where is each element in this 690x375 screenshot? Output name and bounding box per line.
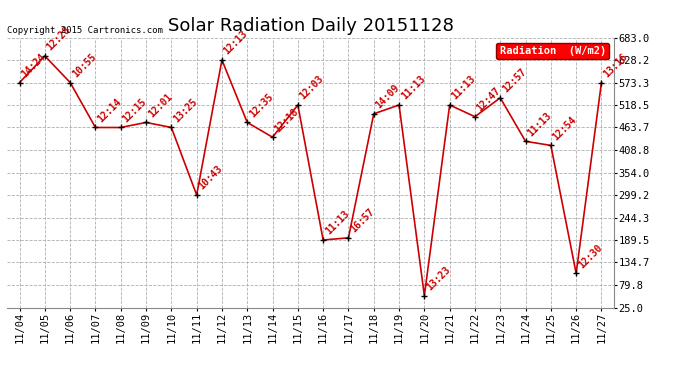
Text: 11:13: 11:13	[526, 110, 553, 138]
Text: 14:24: 14:24	[19, 51, 48, 79]
Text: 11:13: 11:13	[450, 74, 477, 102]
Text: 13:16: 13:16	[602, 51, 629, 79]
Text: 12:03: 12:03	[298, 74, 326, 102]
Text: 12:57: 12:57	[500, 67, 528, 94]
Text: 13:23: 13:23	[424, 264, 452, 292]
Text: 12:15: 12:15	[121, 96, 148, 124]
Text: 12:01: 12:01	[146, 92, 174, 119]
Text: 10:43: 10:43	[197, 164, 224, 192]
Text: 12:13: 12:13	[222, 29, 250, 57]
Text: 12:30: 12:30	[576, 242, 604, 270]
Text: 12:18: 12:18	[273, 106, 300, 134]
Text: 11:13: 11:13	[323, 209, 351, 237]
Text: 14:09: 14:09	[374, 83, 402, 111]
Text: 11:13: 11:13	[399, 74, 427, 102]
Text: 16:57: 16:57	[348, 207, 376, 234]
Text: 12:28: 12:28	[45, 25, 72, 52]
Text: 12:14: 12:14	[95, 96, 124, 124]
Title: Solar Radiation Daily 20151128: Solar Radiation Daily 20151128	[168, 16, 453, 34]
Legend: Radiation  (W/m2): Radiation (W/m2)	[496, 43, 609, 59]
Text: 13:25: 13:25	[171, 96, 199, 124]
Text: 12:54: 12:54	[551, 114, 579, 142]
Text: 12:35: 12:35	[247, 92, 275, 119]
Text: 12:47: 12:47	[475, 86, 503, 113]
Text: Copyright 2015 Cartronics.com: Copyright 2015 Cartronics.com	[7, 26, 163, 35]
Text: 10:55: 10:55	[70, 51, 98, 79]
